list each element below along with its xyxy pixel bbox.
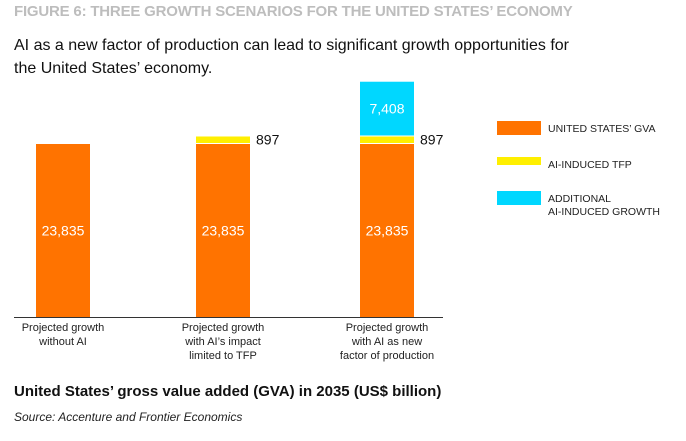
bar-segment [196,136,250,143]
bar-segment [36,144,90,317]
data-label: 7,408 [369,101,404,117]
stacked-bar-chart: 23,835 Projected growth without AI 23,835 89… [14,81,660,362]
data-label: 897 [420,132,444,148]
source-note: Source: Accenture and Frontier Economics [14,410,243,424]
data-label: 23,835 [202,223,245,239]
figure-label: FIGURE 6: THREE GROWTH SCENARIOS FOR THE… [14,3,573,20]
x-tick-label: Projected growth [346,322,429,334]
x-tick-label: with AI’s impact [184,336,261,348]
legend-swatch [497,191,541,205]
x-tick-label: with AI as new [351,336,422,348]
x-tick-label: factor of production [340,350,434,362]
legend-swatch [497,157,541,165]
legend-label: UNITED STATES’ GVA [548,123,656,135]
data-label: 23,835 [42,223,85,239]
data-label: 23,835 [366,223,409,239]
chart-title: United States’ gross value added (GVA) i… [14,383,442,400]
x-tick-label: limited to TFP [189,350,257,362]
legend-swatch [497,121,541,135]
bar-segment [360,144,414,317]
bar-segment [360,81,414,136]
legend-label: ADDITIONAL [548,193,611,205]
chart-subtitle: AI as a new factor of production can lea… [14,37,569,77]
bar-segment [196,144,250,317]
bar-segment [360,136,414,143]
legend-label: AI-INDUCED TFP [548,159,632,171]
x-tick-label: Projected growth [182,322,265,334]
data-label: 897 [256,132,280,148]
x-tick-label: Projected growth [22,322,105,334]
legend-label: AI-INDUCED GROWTH [548,206,660,218]
x-tick-label: without AI [38,336,87,348]
